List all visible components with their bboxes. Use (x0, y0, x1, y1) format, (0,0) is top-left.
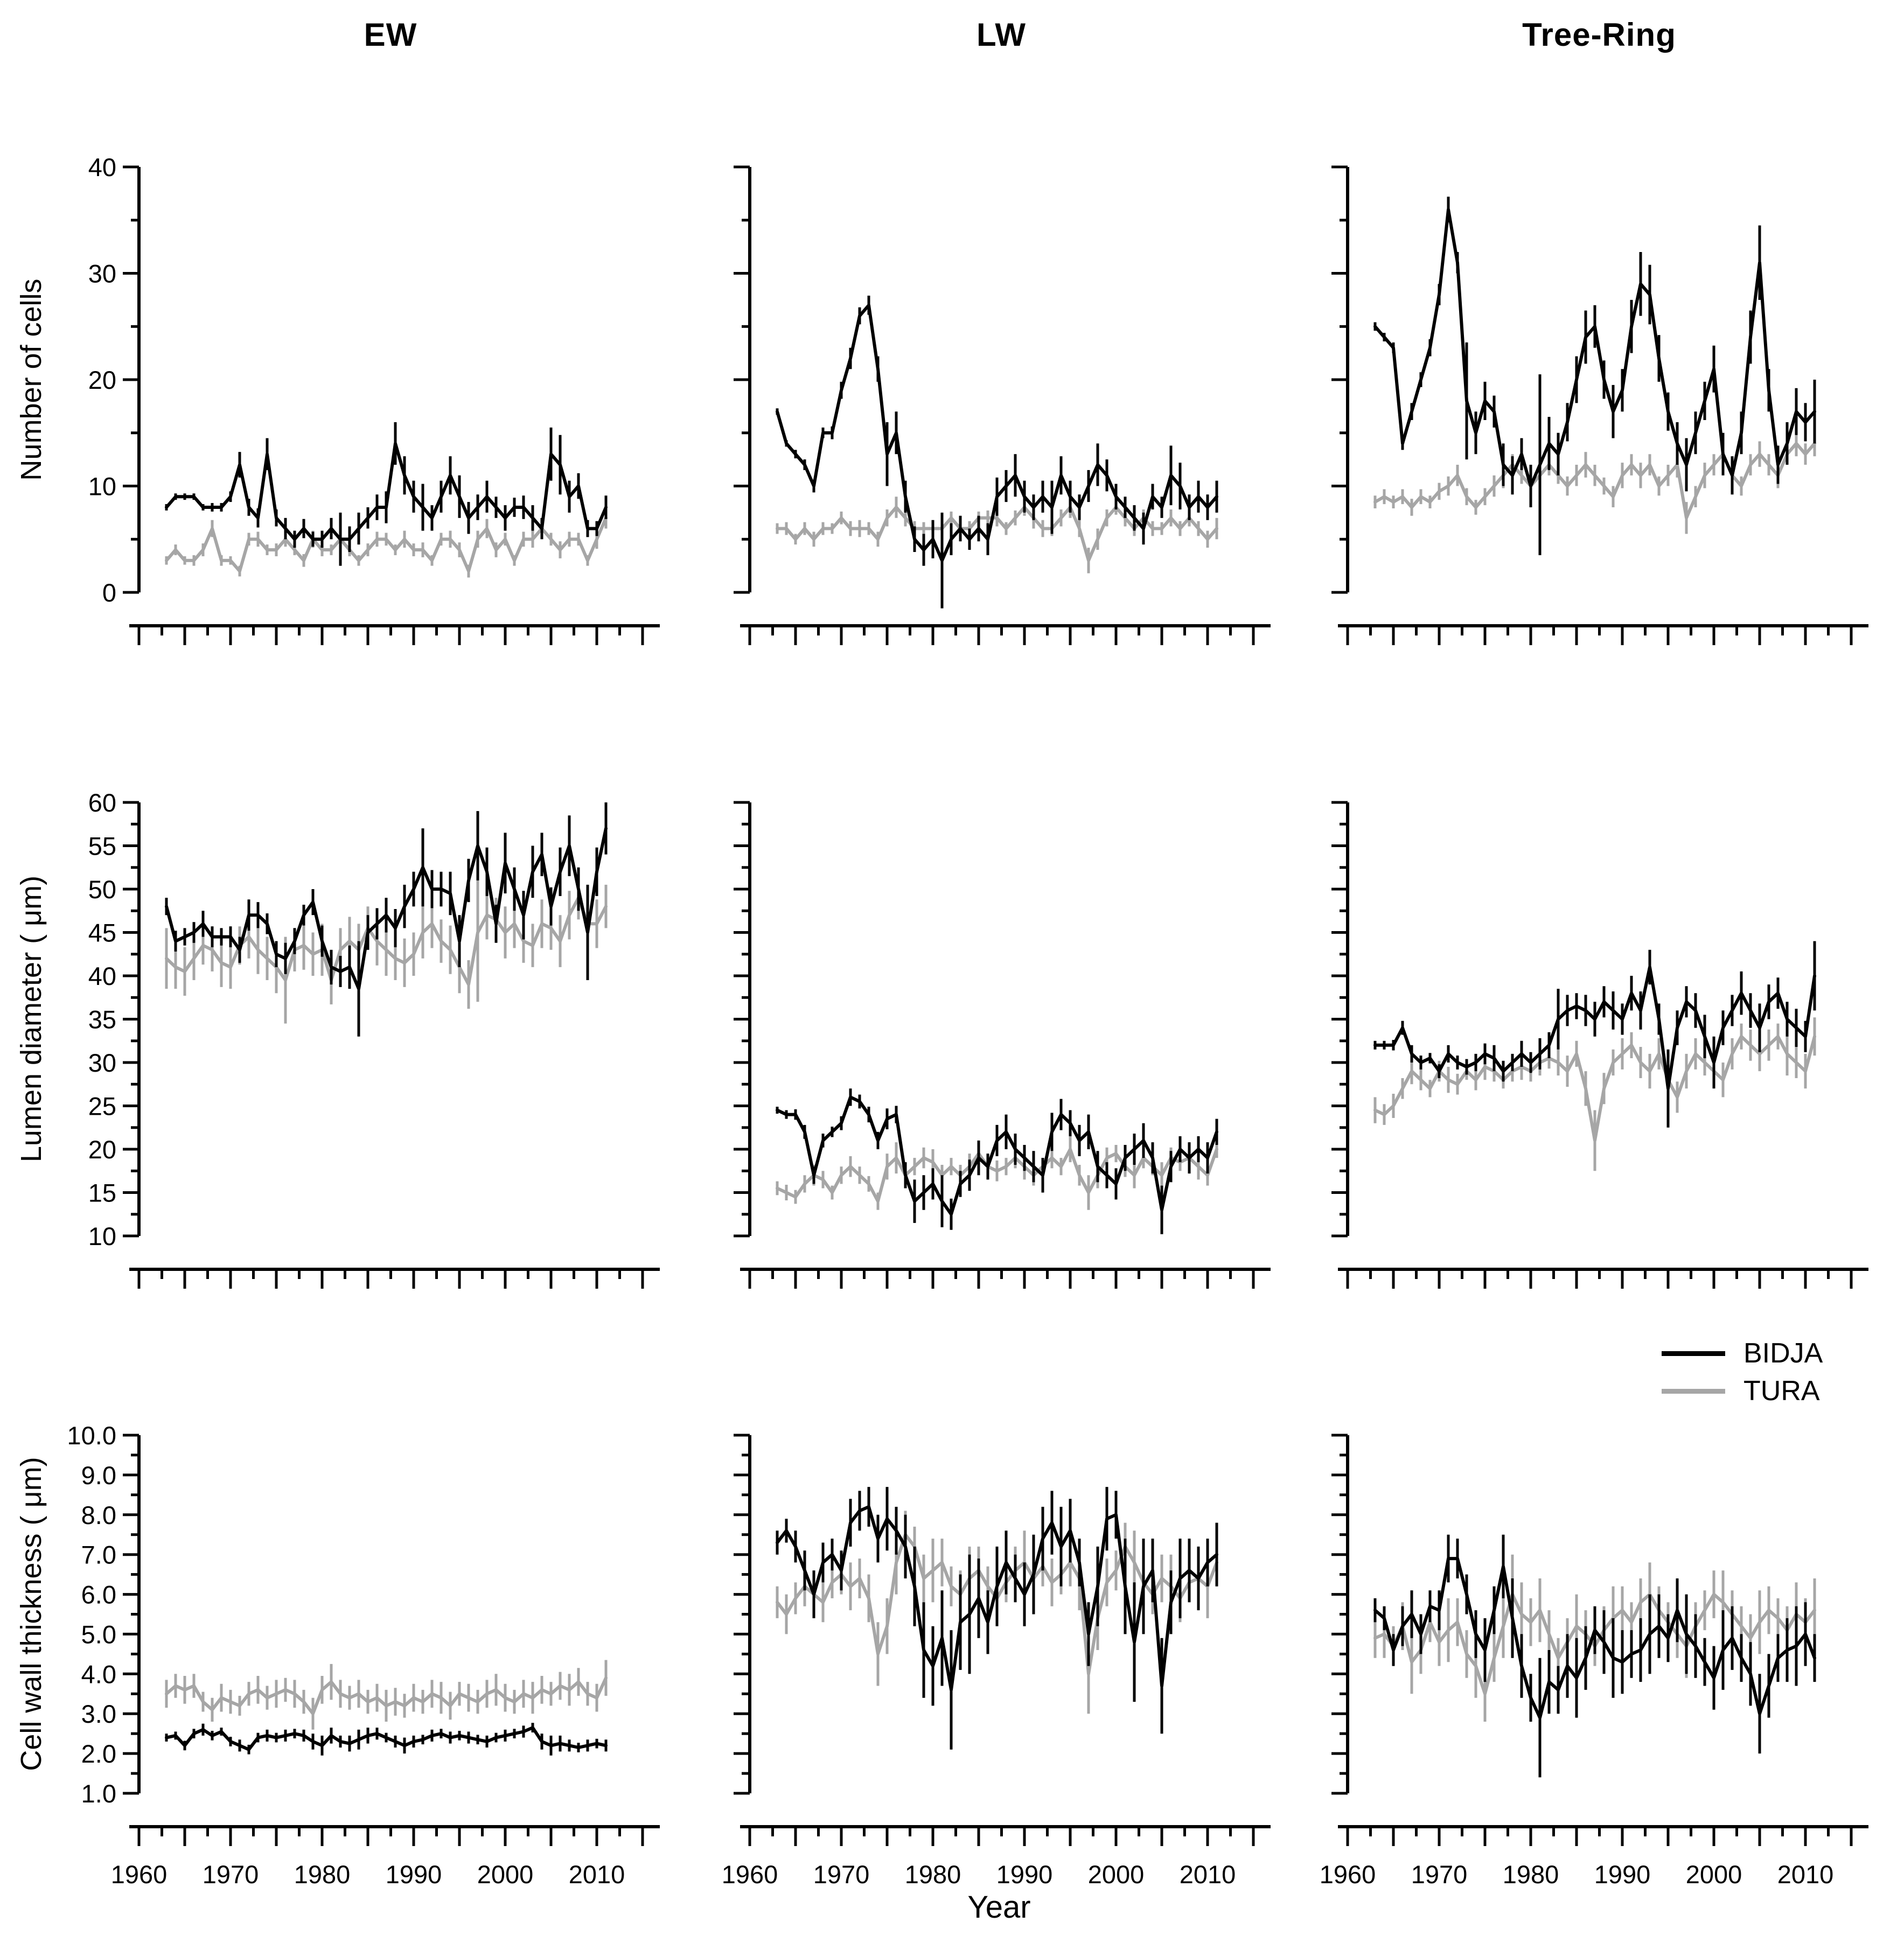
x-axis-title: Year (967, 1890, 1031, 1925)
svg-text:1960: 1960 (111, 1860, 168, 1889)
svg-text:6.0: 6.0 (81, 1581, 116, 1609)
y-axis-title-cell-wall-thickness: Cell wall thickness ( μm) (15, 1457, 47, 1771)
svg-text:1.0: 1.0 (81, 1779, 116, 1808)
y-axis-title-lumen-diameter: Lumen diameter ( μm) (15, 875, 47, 1163)
svg-text:3.0: 3.0 (81, 1700, 116, 1728)
panel-treering-cell-wall-thickness: 1960 1970 1980 1990 2000 2010 (1320, 1434, 1868, 1889)
svg-text:10.0: 10.0 (67, 1421, 116, 1450)
svg-text:1970: 1970 (1411, 1860, 1468, 1889)
panel-lw-cell-wall-thickness: 1960 1970 1980 1990 2000 2010 (722, 1434, 1271, 1889)
tura-line-swatch (1662, 1388, 1725, 1394)
svg-text:2.0: 2.0 (81, 1739, 116, 1768)
svg-text:1990: 1990 (386, 1860, 442, 1889)
y-axis-title-number-of-cells: Number of cells (15, 278, 47, 481)
svg-text:2010: 2010 (569, 1860, 625, 1889)
panel-treering-lumen-diameter (1331, 801, 1868, 1289)
legend-item-bidja: BIDJA (1662, 1334, 1823, 1372)
svg-text:10: 10 (88, 1222, 116, 1250)
svg-text:1980: 1980 (294, 1860, 351, 1889)
svg-text:0: 0 (102, 578, 116, 607)
svg-text:60: 60 (88, 788, 116, 817)
svg-text:2000: 2000 (477, 1860, 534, 1889)
svg-text:2010: 2010 (1777, 1860, 1834, 1889)
svg-text:4.0: 4.0 (81, 1660, 116, 1688)
panel-ew-number-of-cells: 0 10 20 30 40 (88, 153, 660, 645)
panel-ew-lumen-diameter: 10 15 20 25 30 35 40 45 50 55 60 (88, 788, 660, 1289)
svg-text:35: 35 (88, 1005, 116, 1034)
svg-text:20: 20 (88, 1135, 116, 1164)
panel-lw-number-of-cells (734, 165, 1271, 645)
legend-item-tura: TURA (1662, 1372, 1823, 1410)
svg-text:7.0: 7.0 (81, 1541, 116, 1569)
svg-text:9.0: 9.0 (81, 1461, 116, 1490)
svg-text:1980: 1980 (1503, 1860, 1559, 1889)
legend-label-bidja: BIDJA (1743, 1338, 1823, 1369)
panel-lw-lumen-diameter (734, 801, 1271, 1289)
svg-text:1970: 1970 (203, 1860, 259, 1889)
panel-ew-cell-wall-thickness: 1.0 2.0 3.0 4.0 5.0 6.0 7.0 8.0 9.0 10.0 1960 1970 1… (67, 1421, 660, 1889)
legend-label-tura: TURA (1743, 1375, 1820, 1407)
legend: BIDJA TURA (1662, 1334, 1823, 1410)
svg-text:1990: 1990 (996, 1860, 1053, 1889)
column-title-treering: Tree-Ring (1522, 17, 1676, 53)
svg-text:30: 30 (88, 260, 116, 288)
svg-text:1970: 1970 (813, 1860, 870, 1889)
svg-text:15: 15 (88, 1179, 116, 1207)
svg-text:25: 25 (88, 1092, 116, 1121)
svg-text:1980: 1980 (905, 1860, 961, 1889)
svg-text:10: 10 (88, 472, 116, 501)
svg-text:45: 45 (88, 919, 116, 947)
svg-text:1990: 1990 (1594, 1860, 1651, 1889)
panel-treering-number-of-cells (1331, 165, 1868, 645)
column-title-lw: LW (977, 17, 1026, 53)
svg-text:2010: 2010 (1180, 1860, 1236, 1889)
svg-text:40: 40 (88, 153, 116, 181)
svg-text:2000: 2000 (1088, 1860, 1145, 1889)
svg-text:55: 55 (88, 832, 116, 861)
svg-text:2000: 2000 (1686, 1860, 1742, 1889)
svg-text:1960: 1960 (1320, 1860, 1376, 1889)
svg-text:8.0: 8.0 (81, 1501, 116, 1529)
svg-text:40: 40 (88, 962, 116, 990)
svg-text:20: 20 (88, 366, 116, 394)
column-title-ew: EW (364, 17, 417, 53)
svg-text:50: 50 (88, 875, 116, 904)
svg-text:1960: 1960 (722, 1860, 778, 1889)
bidja-line-swatch (1662, 1351, 1725, 1356)
svg-text:5.0: 5.0 (81, 1620, 116, 1648)
svg-text:30: 30 (88, 1049, 116, 1077)
